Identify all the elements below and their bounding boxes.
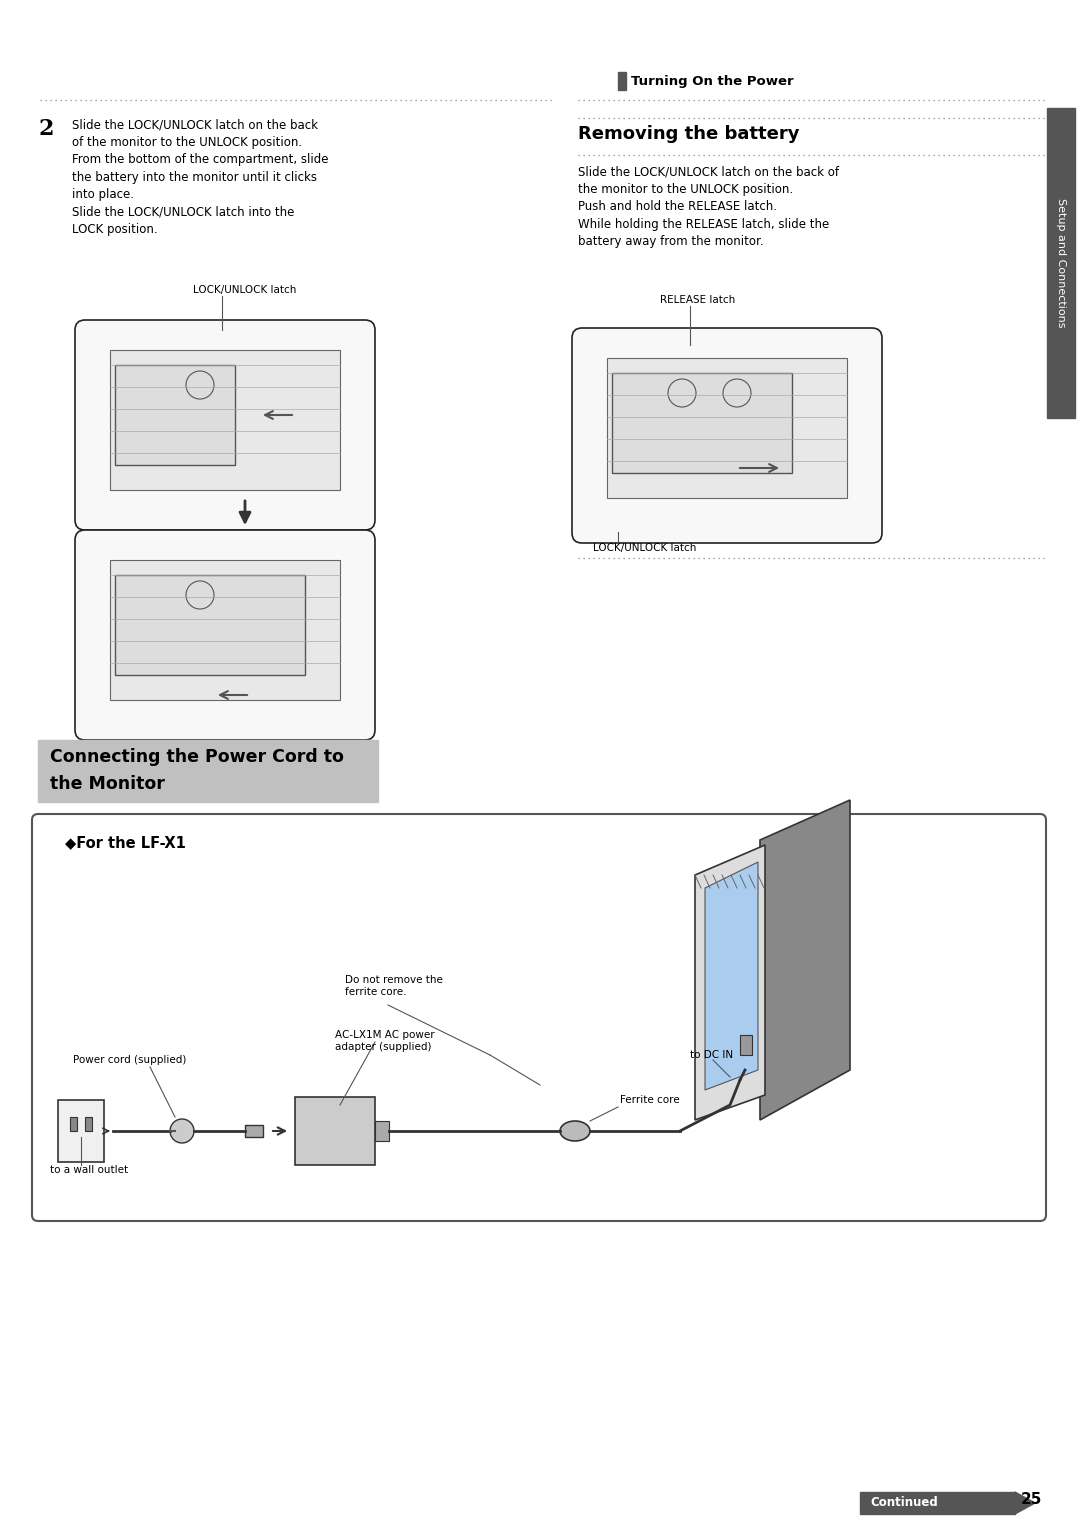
Text: Power cord (supplied): Power cord (supplied) (73, 1054, 187, 1065)
Text: Slide the LOCK/UNLOCK latch into the: Slide the LOCK/UNLOCK latch into the (72, 205, 295, 219)
Text: From the bottom of the compartment, slide: From the bottom of the compartment, slid… (72, 153, 328, 167)
Text: Connecting the Power Cord to: Connecting the Power Cord to (50, 749, 343, 766)
Bar (740, 1034, 752, 1054)
FancyBboxPatch shape (75, 530, 375, 740)
Bar (295, 1097, 375, 1164)
Polygon shape (1015, 1491, 1035, 1514)
Bar (114, 365, 235, 465)
Bar (38, 740, 378, 802)
Bar (245, 1125, 264, 1137)
Text: LOCK/UNLOCK latch: LOCK/UNLOCK latch (193, 286, 296, 295)
Polygon shape (760, 801, 850, 1120)
Text: battery away from the monitor.: battery away from the monitor. (578, 235, 764, 248)
Bar (58, 1100, 104, 1161)
Text: to DC IN: to DC IN (690, 1050, 733, 1060)
Bar (114, 575, 305, 675)
Text: Slide the LOCK/UNLOCK latch on the back: Slide the LOCK/UNLOCK latch on the back (72, 118, 318, 131)
Bar (1047, 108, 1075, 419)
Polygon shape (696, 845, 765, 1120)
Bar (607, 358, 847, 498)
Text: While holding the RELEASE latch, slide the: While holding the RELEASE latch, slide t… (578, 217, 829, 231)
Text: ◆For the LF-X1: ◆For the LF-X1 (65, 834, 186, 850)
Text: Ferrite core: Ferrite core (620, 1096, 679, 1105)
Text: into place.: into place. (72, 188, 134, 202)
Bar (110, 559, 340, 700)
Text: Push and hold the RELEASE latch.: Push and hold the RELEASE latch. (578, 200, 777, 212)
Text: Setup and Connections: Setup and Connections (1056, 199, 1066, 327)
Text: AC-LX1M AC power
adapter (supplied): AC-LX1M AC power adapter (supplied) (335, 1030, 434, 1051)
Polygon shape (705, 862, 758, 1089)
Text: of the monitor to the UNLOCK position.: of the monitor to the UNLOCK position. (72, 136, 302, 148)
FancyBboxPatch shape (75, 319, 375, 530)
Text: Turning On the Power: Turning On the Power (631, 75, 794, 87)
Bar (618, 72, 626, 90)
Bar (375, 1122, 389, 1141)
Text: to a wall outlet: to a wall outlet (50, 1164, 129, 1175)
Bar (70, 1117, 77, 1131)
Text: LOCK/UNLOCK latch: LOCK/UNLOCK latch (593, 542, 697, 553)
Ellipse shape (561, 1122, 590, 1141)
Text: the battery into the monitor until it clicks: the battery into the monitor until it cl… (72, 171, 318, 183)
Text: 2: 2 (38, 118, 54, 141)
Text: the Monitor: the Monitor (50, 775, 165, 793)
FancyBboxPatch shape (32, 814, 1047, 1221)
Text: the monitor to the UNLOCK position.: the monitor to the UNLOCK position. (578, 182, 793, 196)
Text: Removing the battery: Removing the battery (578, 125, 799, 144)
Text: RELEASE latch: RELEASE latch (660, 295, 735, 306)
Bar (612, 373, 792, 474)
Text: Do not remove the
ferrite core.: Do not remove the ferrite core. (345, 975, 443, 996)
Bar (860, 1491, 1015, 1514)
Circle shape (170, 1118, 194, 1143)
FancyBboxPatch shape (572, 329, 882, 542)
Text: LOCK position.: LOCK position. (72, 223, 158, 235)
Text: Continued: Continued (870, 1496, 937, 1510)
Text: Slide the LOCK/UNLOCK latch on the back of: Slide the LOCK/UNLOCK latch on the back … (578, 165, 839, 177)
Text: 25: 25 (1021, 1491, 1042, 1507)
Bar (110, 350, 340, 490)
Bar (85, 1117, 92, 1131)
